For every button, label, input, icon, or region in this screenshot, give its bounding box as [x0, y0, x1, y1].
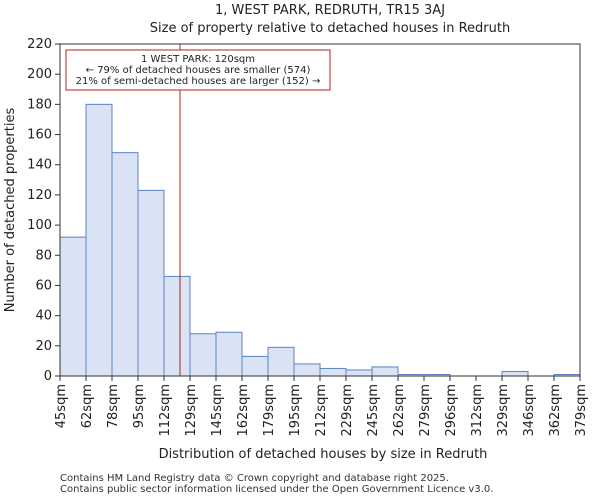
y-tick-label: 100	[27, 218, 52, 233]
x-tick-label: 229sqm	[340, 384, 355, 437]
y-tick-label: 20	[35, 339, 52, 354]
bar-179sqm	[267, 346, 295, 377]
x-axis: 45sqm 62sqm 78sqm 95sqm 112sqm 129sqm 145sqm 16…	[54, 376, 589, 437]
chart-subtitle: Size of property relative to detached ho…	[150, 21, 510, 36]
y-tick-label: 160	[27, 128, 52, 143]
x-tick-label: 112sqm	[158, 384, 173, 437]
annotation-line-1: 1 WEST PARK: 120sqm	[141, 54, 255, 65]
bar-129sqm	[189, 333, 217, 377]
x-tick-label: 195sqm	[288, 384, 303, 437]
x-tick-label: 78sqm	[106, 384, 121, 428]
x-tick-label: 329sqm	[496, 384, 511, 437]
bar-329sqm	[501, 370, 529, 377]
x-axis-label: Distribution of detached houses by size …	[159, 447, 488, 462]
y-axis-label: Number of detached properties	[3, 108, 18, 313]
x-tick-label: 312sqm	[470, 384, 485, 437]
bar-62sqm	[85, 103, 113, 377]
bar-112sqm	[163, 275, 191, 377]
y-tick-label: 0	[44, 369, 52, 384]
x-tick-label: 162sqm	[236, 384, 251, 437]
y-axis: 0 20 40 60 80 100 120 140 160 180 200 220	[27, 37, 60, 384]
x-tick-label: 346sqm	[522, 384, 537, 437]
x-tick-label: 296sqm	[444, 384, 459, 437]
annotation-line-3: 21% of semi-detached houses are larger (…	[76, 76, 321, 87]
x-tick-label: 379sqm	[574, 384, 589, 437]
x-tick-label: 145sqm	[210, 384, 225, 437]
bars-group	[59, 103, 581, 377]
plot-frame	[59, 43, 581, 377]
x-tick-label: 362sqm	[548, 384, 563, 437]
bar-162sqm	[241, 355, 269, 377]
annotation-box	[65, 49, 331, 91]
bar-245sqm	[371, 366, 399, 377]
footer-line-1: Contains HM Land Registry data © Crown c…	[60, 473, 449, 484]
bar-195sqm	[293, 363, 321, 377]
x-tick-label: 129sqm	[184, 384, 199, 437]
bar-78sqm	[111, 152, 139, 377]
y-tick-label: 180	[27, 97, 52, 112]
y-tick-label: 140	[27, 158, 52, 173]
x-tick-label: 179sqm	[262, 384, 277, 437]
y-tick-label: 200	[27, 67, 52, 82]
x-tick-label: 212sqm	[314, 384, 329, 437]
x-tick-label: 279sqm	[418, 384, 433, 437]
y-tick-label: 80	[35, 248, 52, 263]
y-tick-label: 220	[27, 37, 52, 52]
x-tick-label: 62sqm	[80, 384, 95, 428]
bar-95sqm	[137, 189, 165, 377]
bar-212sqm	[319, 367, 347, 377]
x-tick-label: 245sqm	[366, 384, 381, 437]
y-tick-label: 60	[35, 278, 52, 293]
y-tick-label: 120	[27, 188, 52, 203]
y-tick-label: 40	[35, 309, 52, 324]
x-tick-label: 45sqm	[54, 384, 69, 428]
bar-45sqm	[59, 236, 87, 377]
x-tick-label: 95sqm	[132, 384, 147, 428]
chart-title: 1, WEST PARK, REDRUTH, TR15 3AJ	[215, 3, 445, 18]
footer-line-2: Contains public sector information licen…	[60, 484, 494, 495]
bar-145sqm	[215, 331, 243, 377]
bar-229sqm	[345, 369, 373, 377]
annotation-line-2: ← 79% of detached houses are smaller (57…	[86, 65, 311, 76]
x-tick-label: 262sqm	[392, 384, 407, 437]
